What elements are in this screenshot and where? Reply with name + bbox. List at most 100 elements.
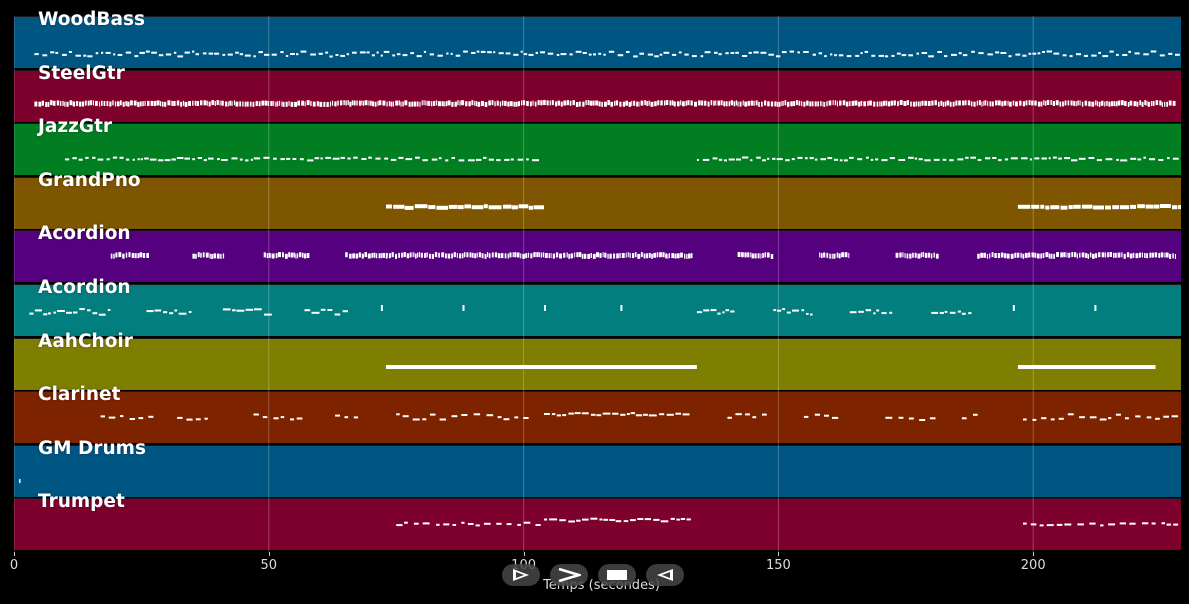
- track-lane[interactable]: Trumpet: [14, 491, 1181, 551]
- note: [1020, 253, 1022, 259]
- note: [438, 100, 441, 106]
- note: [897, 100, 899, 106]
- note: [535, 51, 538, 54]
- note: [390, 159, 397, 162]
- note: [955, 100, 958, 106]
- note: [698, 99, 701, 105]
- note: [1081, 204, 1093, 209]
- note: [547, 52, 554, 55]
- note: [1150, 50, 1157, 53]
- note: [386, 253, 388, 259]
- note: [811, 100, 814, 106]
- note: [468, 159, 475, 162]
- track-lane[interactable]: Acordion: [14, 277, 1181, 336]
- note: [730, 99, 734, 105]
- note: [1097, 100, 1099, 106]
- note: [532, 159, 539, 162]
- note: [349, 101, 352, 107]
- note: [125, 51, 132, 54]
- track-lane[interactable]: Clarinet: [14, 384, 1181, 444]
- note: [437, 54, 443, 57]
- note: [244, 101, 246, 107]
- note: [380, 54, 383, 57]
- note: [671, 253, 675, 259]
- note: [1022, 254, 1025, 260]
- note: [353, 416, 358, 419]
- note: [901, 54, 907, 57]
- note: [933, 252, 935, 258]
- note: [358, 252, 361, 258]
- note: [197, 252, 200, 258]
- note: [458, 159, 465, 162]
- note: [635, 414, 643, 417]
- note: [526, 158, 529, 161]
- note: [646, 253, 649, 259]
- note: [1153, 204, 1160, 209]
- note: [208, 101, 211, 107]
- note: [720, 99, 723, 105]
- note: [430, 100, 433, 106]
- note: [99, 101, 101, 107]
- note-layer: [386, 364, 1156, 369]
- note: [471, 253, 474, 259]
- note: [786, 101, 790, 107]
- stop-icon: [607, 570, 627, 580]
- note: [1089, 522, 1096, 525]
- note: [985, 157, 991, 160]
- note: [944, 100, 947, 106]
- track-lane[interactable]: JazzGtr: [14, 116, 1181, 176]
- rewind-button[interactable]: [646, 564, 684, 586]
- note: [459, 253, 461, 259]
- note: [1037, 52, 1041, 55]
- track-lane[interactable]: Acordion: [14, 223, 1181, 283]
- note: [87, 100, 90, 106]
- note: [92, 99, 94, 105]
- note: [450, 52, 453, 55]
- note: [688, 253, 691, 259]
- note: [1041, 157, 1047, 160]
- note: [438, 157, 442, 160]
- fast-forward-button[interactable]: [550, 564, 588, 586]
- note: [887, 100, 891, 106]
- note: [182, 100, 185, 106]
- note: [108, 416, 116, 419]
- track-lane[interactable]: WoodBass: [14, 9, 1181, 68]
- note: [1040, 204, 1045, 209]
- rewind-icon: [657, 569, 673, 581]
- note: [353, 156, 358, 159]
- note: [1159, 54, 1165, 57]
- note: [727, 416, 732, 419]
- note: [589, 100, 592, 106]
- note: [55, 51, 59, 54]
- note: [1091, 54, 1097, 57]
- note: [784, 99, 787, 105]
- note: [587, 99, 590, 105]
- note: [203, 99, 207, 105]
- note: [579, 101, 581, 107]
- note: [220, 254, 222, 260]
- note: [961, 312, 966, 315]
- note: [264, 53, 270, 56]
- note: [386, 204, 392, 209]
- note: [747, 252, 750, 258]
- note: [931, 311, 939, 314]
- note: [659, 53, 663, 56]
- note: [1160, 252, 1164, 258]
- track-lane[interactable]: GM Drums: [14, 438, 1181, 497]
- note: [498, 52, 504, 55]
- track-lane[interactable]: GrandPno: [14, 170, 1181, 229]
- note: [296, 53, 299, 56]
- note: [1168, 52, 1173, 55]
- note: [532, 100, 534, 106]
- track-lane[interactable]: SteelGtr: [14, 63, 1181, 122]
- note: [775, 55, 781, 58]
- track-lane[interactable]: AahChoir: [14, 331, 1181, 390]
- stop-button[interactable]: [598, 564, 636, 586]
- note: [381, 253, 383, 259]
- note: [836, 252, 839, 258]
- note: [795, 99, 798, 105]
- note: [1071, 159, 1078, 162]
- play-button[interactable]: [502, 564, 540, 586]
- note: [987, 53, 993, 56]
- note: [973, 413, 978, 416]
